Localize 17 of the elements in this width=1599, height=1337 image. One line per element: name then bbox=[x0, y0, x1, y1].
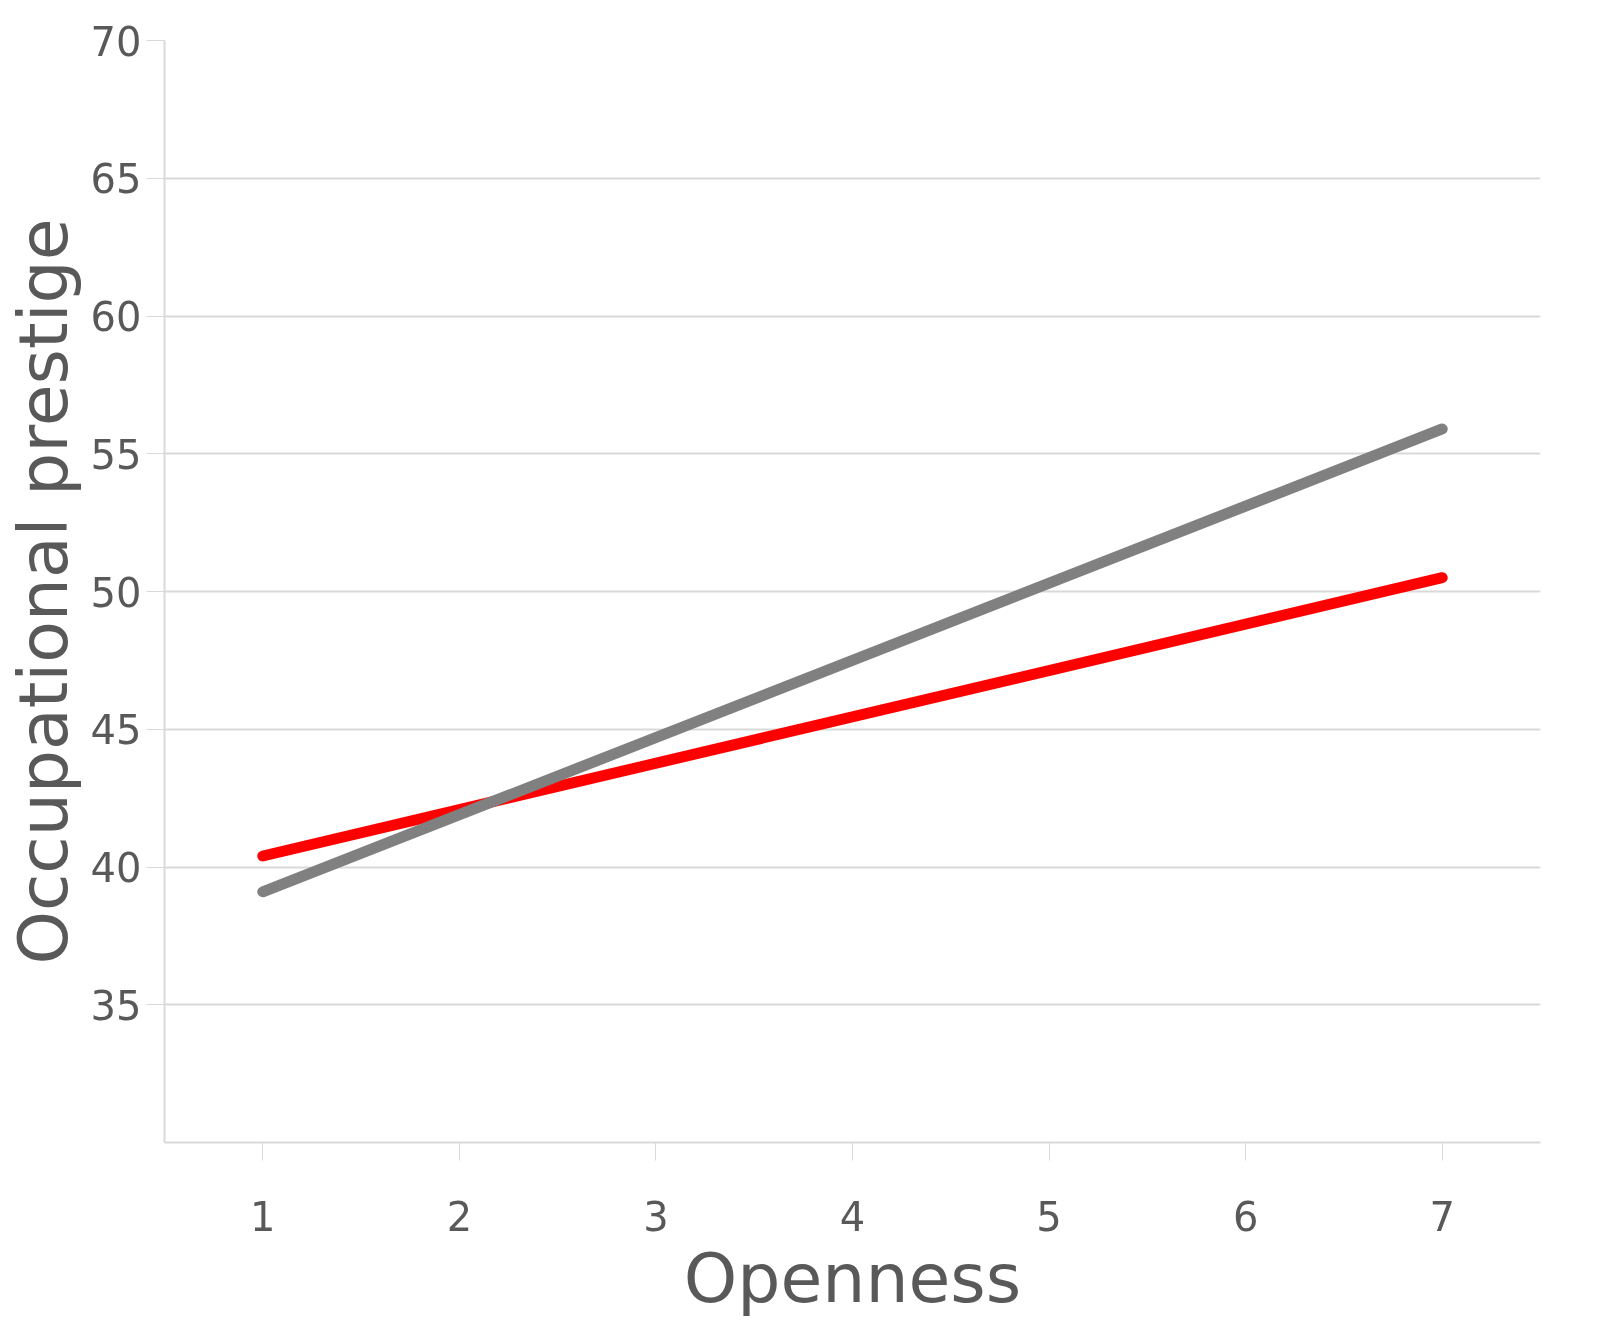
x-tick-label: 4 bbox=[839, 1193, 866, 1240]
y-tick-label: 55 bbox=[90, 431, 142, 478]
x-tick-label: 5 bbox=[1036, 1193, 1062, 1240]
y-axis-title: Occupational prestige bbox=[3, 218, 83, 965]
x-tick-label: 7 bbox=[1429, 1193, 1455, 1240]
y-tick-label: 60 bbox=[90, 294, 142, 340]
y-tick-label: 40 bbox=[90, 845, 142, 891]
y-tick-label: 50 bbox=[90, 569, 142, 616]
y-tick-label: 70 bbox=[90, 18, 142, 65]
x-tick-label: 3 bbox=[643, 1193, 669, 1240]
x-tick-label: 6 bbox=[1232, 1193, 1259, 1240]
x-tick-label: 2 bbox=[446, 1193, 473, 1240]
x-tick-label: 1 bbox=[250, 1193, 276, 1240]
y-tick-label: 35 bbox=[90, 982, 142, 1029]
x-axis-title: Openness bbox=[683, 1238, 1022, 1318]
y-tick-label: 65 bbox=[90, 156, 142, 203]
y-tick-label: 45 bbox=[90, 707, 142, 754]
